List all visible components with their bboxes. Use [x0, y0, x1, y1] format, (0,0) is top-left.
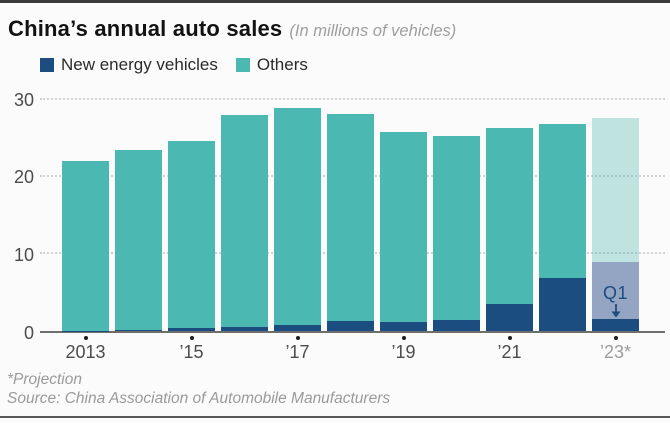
legend-swatch-nev-icon	[40, 58, 54, 72]
segment-others-2017	[274, 108, 321, 325]
x-tick-label-2015: ’15	[179, 342, 204, 362]
x-tick-dot-2015	[189, 336, 194, 340]
segment-others-2018	[327, 114, 374, 322]
bar-2023: Q1	[592, 88, 639, 331]
bar-2018	[327, 88, 374, 331]
x-slot-2017: ’17	[274, 336, 321, 362]
bar-2021	[486, 88, 533, 331]
bar-2014	[115, 88, 162, 331]
x-slot-2014	[115, 336, 162, 362]
x-tick-dot-2023	[613, 336, 618, 340]
x-tick-label-2023: ’23*	[599, 342, 632, 362]
top-divider	[0, 0, 670, 3]
x-tick-dot-2013	[83, 336, 88, 340]
segment-others-2022	[539, 123, 586, 278]
x-tick-dot-2017	[295, 336, 300, 340]
segment-others-2020	[433, 135, 480, 321]
x-slot-2015: ’15	[168, 336, 215, 362]
segment-others-2016	[221, 114, 268, 328]
y-axis-label-0: 0	[23, 323, 34, 343]
gridline-30	[40, 97, 665, 100]
segment-others-2015	[168, 141, 215, 329]
segment-others-2019	[380, 132, 427, 322]
bar-2016	[221, 88, 268, 331]
bars-layer: Q1	[62, 88, 639, 331]
y-axis-label-20: 20	[13, 167, 34, 188]
bar-2015	[168, 88, 215, 331]
segment-nev-2016	[221, 327, 268, 331]
bar-2017	[274, 88, 321, 331]
chart-header: China’s annual auto sales (In millions of…	[8, 16, 662, 42]
segment-others-projected-2023	[592, 118, 639, 262]
legend-label-others: Others	[256, 55, 308, 74]
bar-2020	[433, 88, 480, 331]
x-tick-label-2017: ’17	[285, 342, 310, 362]
chart-plot: 0 10 20 30 Q1	[6, 88, 665, 343]
segment-nev-2019	[380, 321, 427, 331]
segment-others-2021	[486, 128, 533, 304]
footnote: *Projection	[7, 371, 82, 388]
bar-2022	[539, 88, 586, 331]
x-tick-label-2013: 2013	[65, 342, 106, 362]
page-title: China’s annual auto sales	[8, 16, 283, 41]
x-slot-2023: ’23*	[592, 336, 639, 362]
bottom-divider	[0, 416, 670, 418]
y-axis-label-10: 10	[13, 245, 34, 266]
segment-nev-2021	[486, 303, 533, 331]
chart-subtitle: (In millions of vehicles)	[289, 22, 457, 40]
segment-others-2013	[62, 161, 109, 331]
legend-item-others: Others	[235, 55, 308, 75]
x-slot-2016	[221, 336, 268, 362]
bar-2013	[62, 88, 109, 331]
x-slot-2019: ’19	[380, 336, 427, 362]
x-tick-label-2019: ’19	[391, 342, 416, 362]
segment-nev-2014	[115, 330, 162, 331]
source-line: Source: China Association of Automobile …	[7, 390, 391, 407]
segment-nev-projected-2023	[592, 261, 639, 319]
segment-nev-q1-2023	[592, 318, 639, 331]
segment-others-2014	[115, 149, 162, 331]
x-slot-2022	[539, 336, 586, 362]
y-axis: 0 10 20 30	[6, 88, 34, 343]
grid-area: Q1	[40, 88, 665, 333]
legend-swatch-others-icon	[235, 58, 250, 72]
chart-footer: *Projection Source: China Association of…	[7, 370, 390, 408]
x-axis: 2013 ’15 ’17 ’19 ’21 ’23*	[62, 336, 639, 362]
segment-nev-2017	[274, 324, 321, 331]
x-slot-2018	[327, 336, 374, 362]
segment-nev-2018	[327, 321, 374, 331]
legend-item-nev: New energy vehicles	[40, 55, 218, 75]
legend-label-nev: New energy vehicles	[61, 55, 218, 74]
segment-nev-2020	[433, 320, 480, 331]
x-tick-dot-2019	[401, 336, 406, 340]
x-tick-dot-2021	[507, 336, 512, 340]
segment-nev-2022	[539, 277, 586, 331]
x-slot-2020	[433, 336, 480, 362]
y-axis-label-30: 30	[13, 89, 34, 110]
x-slot-2013: 2013	[62, 336, 109, 362]
bar-2019	[380, 88, 427, 331]
segment-nev-2015	[168, 328, 215, 331]
x-slot-2021: ’21	[486, 336, 533, 362]
x-tick-label-2021: ’21	[497, 342, 522, 362]
chart-legend: New energy vehicles Others	[40, 55, 308, 75]
